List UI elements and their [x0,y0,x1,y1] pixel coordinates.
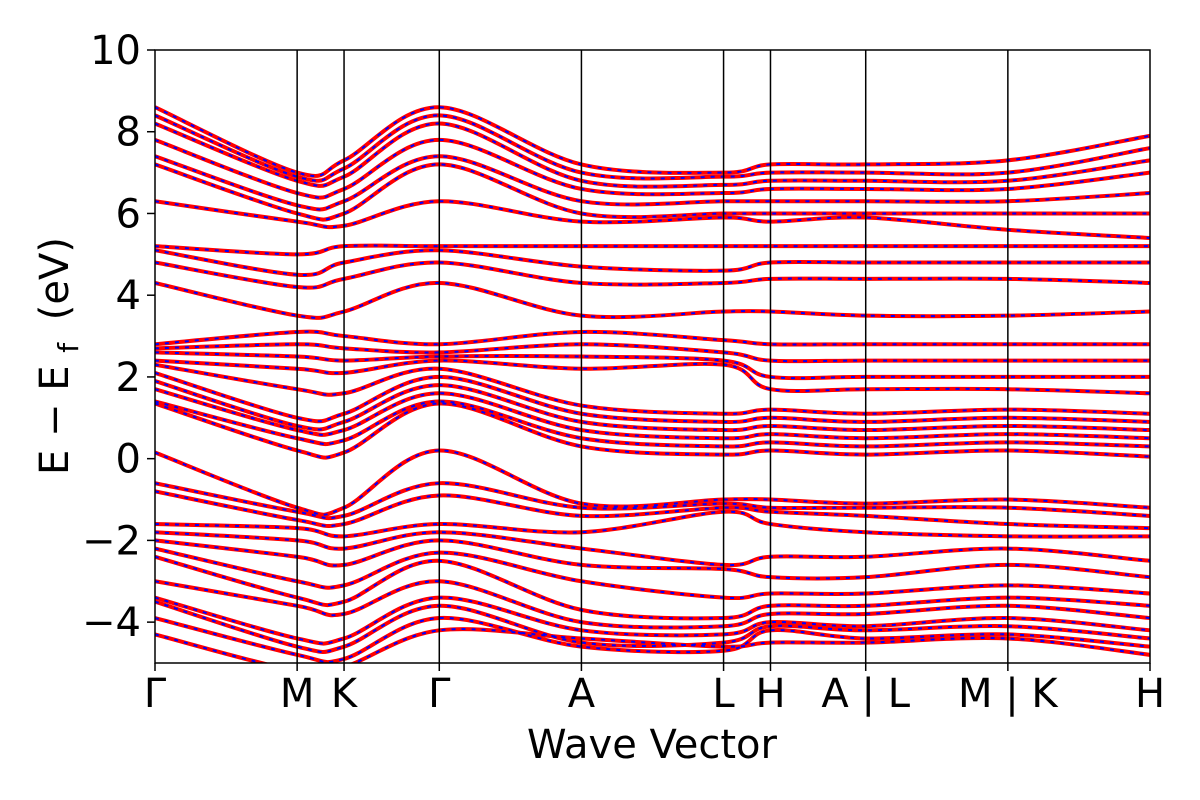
x-tick-label: H [1135,671,1165,717]
spin-up-band-line [155,362,1150,416]
y-tick-label: 8 [116,110,141,156]
spin-down-band-line [155,600,1150,653]
y-axis-label-subscript: f [52,342,85,353]
spin-down-band-line [155,351,1150,380]
spin-up-band-line [155,358,1150,396]
y-axis-label-unit: (eV) [32,237,78,320]
spin-down-band-line [155,400,1150,448]
x-tick-label: A [568,671,596,717]
spin-down-band-line [155,596,1150,645]
spin-down-band-line [155,343,1150,363]
spin-up-band-line [155,329,1150,347]
spin-up-band-line [155,530,1150,568]
x-tick-label: K [331,671,359,717]
y-axis-ticks: −4 −2 0 2 4 6 8 10 [82,28,155,646]
x-axis-label: Wave Vector [527,722,778,768]
spin-down-band-line [155,114,1150,182]
x-tick-label: H [755,671,785,717]
spin-down-band-line [155,449,1150,516]
y-tick-label: 10 [90,28,141,74]
spin-down-band-line [155,617,1150,663]
spin-up-band-line [155,121,1150,189]
y-tick-label: 0 [116,437,141,483]
spin-down-band-line [155,555,1150,620]
spin-down-band-line [155,200,1150,239]
spin-up-band-line [155,137,1150,200]
plot-frame [154,49,1151,664]
spin-down-band-line [155,547,1150,600]
spin-up-band-line [155,509,1150,539]
spin-up-band-line [155,162,1150,222]
spin-down-band-line [155,380,1150,432]
spin-down-band-line [155,539,1150,580]
spin-up-band-line [155,627,1150,663]
y-tick-label: 6 [116,191,141,237]
spin-down-band-line [155,244,1150,256]
spin-down-band-line [155,388,1150,440]
spin-down-band-line [155,249,1150,277]
x-tick-label: Γ [428,671,451,717]
spin-down-band-line [155,490,1150,530]
spin-down-band-line [155,580,1150,629]
spin-down-bands [155,106,1150,663]
y-tick-label: −4 [82,600,141,646]
y-axis-label: E − E f (eV) [32,237,88,475]
y-tick-label: 2 [116,355,141,401]
x-tick-label: M | K [958,671,1059,717]
x-tick-label: L [712,671,735,717]
y-tick-label: −2 [82,518,141,564]
spin-down-band-line [155,402,1150,459]
spin-down-band-line [155,106,1150,177]
spin-up-band-line [155,154,1150,212]
x-tick-label: M [280,671,315,717]
y-axis-label-main: E − E [32,365,78,475]
y-tick-label: 4 [116,273,141,319]
spin-down-band-line [155,261,1150,289]
x-tick-label: Γ [144,671,167,717]
spin-down-band-line [155,371,1150,423]
spin-down-band-line [155,281,1150,319]
x-tick-label: A | L [821,671,910,717]
kpoint-divider-lines [296,50,1009,663]
